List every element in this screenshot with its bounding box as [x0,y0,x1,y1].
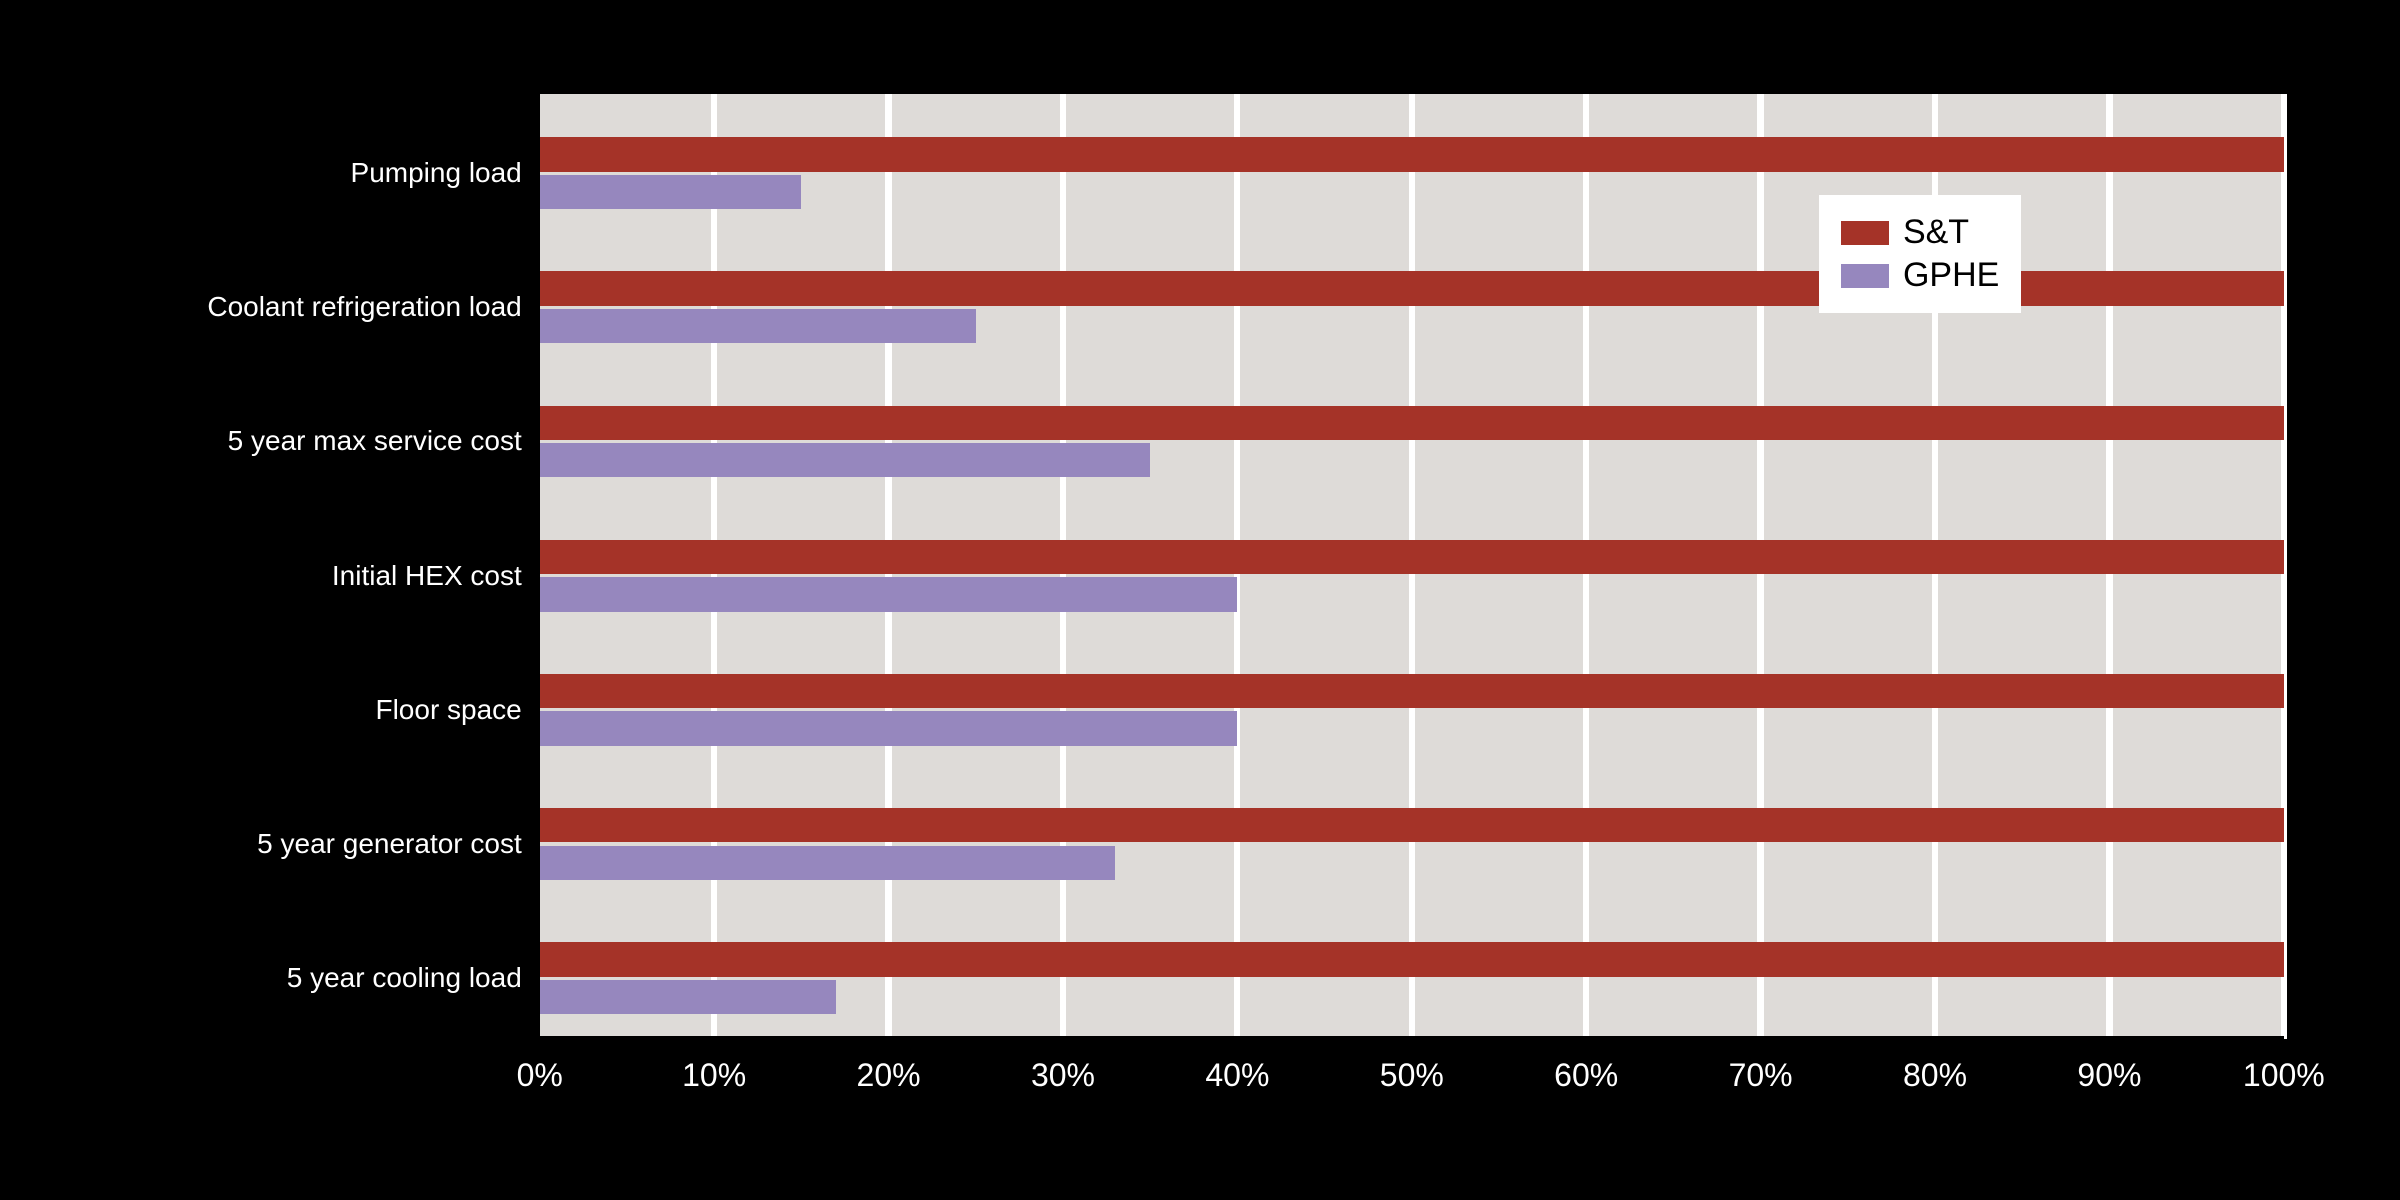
x-tick-mark [2108,1039,2111,1053]
y-category-label: Initial HEX cost [332,560,522,592]
bar-gphe [540,846,1116,880]
bar-gphe [540,443,1150,477]
x-tick-mark [1410,1039,1413,1053]
x-tick-label: 20% [857,1057,921,1094]
x-tick-label: 30% [1031,1057,1095,1094]
bar-st [540,674,2284,708]
legend: S&T GPHE [1819,195,2021,313]
legend-swatch [1841,221,1889,245]
legend-item: GPHE [1841,256,1999,295]
x-tick-mark [713,1039,716,1053]
x-tick-mark [887,1039,890,1053]
x-tick-label: 80% [1903,1057,1967,1094]
y-category-label: Coolant refrigeration load [207,291,521,323]
bar-gphe [540,980,836,1014]
bar-st [540,808,2284,842]
y-category-label: Pumping load [351,157,522,189]
x-tick-mark [538,1039,541,1053]
x-tick-mark [1934,1039,1937,1053]
x-tick-label: 40% [1205,1057,1269,1094]
x-tick-label: 90% [2077,1057,2141,1094]
x-tick-label: 10% [682,1057,746,1094]
y-category-label: 5 year max service cost [228,425,522,457]
bar-gphe [540,577,1238,611]
x-tick-mark [1759,1039,1762,1053]
bar-st [540,942,2284,976]
y-category-label: 5 year generator cost [257,828,522,860]
legend-label: S&T [1903,213,1969,252]
x-tick-mark [1585,1039,1588,1053]
x-tick-label: 100% [2243,1057,2325,1094]
y-category-label: Floor space [375,694,521,726]
bar-st [540,406,2284,440]
x-tick-mark [1061,1039,1064,1053]
x-tick-label: 0% [517,1057,563,1094]
legend-label: GPHE [1903,256,1999,295]
x-tick-mark [1236,1039,1239,1053]
bar-gphe [540,309,976,343]
y-category-label: 5 year cooling load [287,962,522,994]
plot-area [540,94,2284,1039]
bar-st [540,271,2284,305]
bar-gphe [540,711,1238,745]
x-tick-label: 50% [1380,1057,1444,1094]
legend-item: S&T [1841,213,1999,252]
bar-st [540,540,2284,574]
legend-swatch [1841,264,1889,288]
bar-gphe [540,175,802,209]
chart-container: S&T GPHE 0% 10% 20% 30% 40% 50% 60% 70% 80% 90% 100… [0,0,2400,1200]
x-tick-label: 70% [1729,1057,1793,1094]
x-tick-label: 60% [1554,1057,1618,1094]
bar-st [540,137,2284,171]
x-tick-mark [2282,1039,2285,1053]
